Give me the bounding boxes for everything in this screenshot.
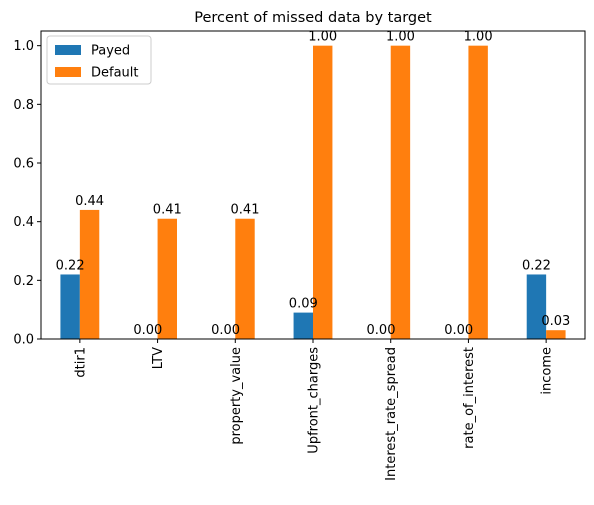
bar-value-label: 0.22 [56,258,85,273]
legend-swatch-payed [55,45,81,55]
bar-value-label: 0.41 [231,203,260,218]
bar-value-label: 1.00 [464,30,493,45]
x-tick-label: income [540,347,555,395]
y-tick-label: 0.0 [13,333,34,348]
bar-default-0 [79,209,100,339]
bar-value-label: 1.00 [386,30,415,45]
x-tick-label: LTV [151,347,166,369]
y-tick-label: 0.2 [13,274,34,289]
legend: Payed Default [46,35,152,85]
legend-swatch-default [55,67,81,77]
bar-value-label: 1.00 [308,30,337,45]
bar-value-label: 0.09 [289,297,318,312]
bar-value-label: 0.22 [522,258,551,273]
bar-payed-3 [293,312,313,339]
bar-value-label: 0.44 [75,194,104,209]
bar-payed-6 [526,274,547,339]
x-tick-label: Interest_rate_spread [384,347,399,481]
y-tick-label: 0.6 [13,157,34,172]
x-tick-label: Upfront_charges [307,347,322,454]
bar-default-1 [157,218,177,339]
bar-value-label: 0.03 [541,314,570,329]
legend-label-payed: Payed [91,44,130,59]
bars-layer [60,45,566,340]
x-tick-label: property_value [229,347,244,445]
bar-value-label: 0.41 [153,203,182,218]
bar-value-label: 0.00 [367,323,396,338]
y-tick-label: 0.4 [13,215,34,230]
bar-value-label: 0.00 [444,323,473,338]
y-tick-label: 0.8 [13,98,34,113]
bar-default-5 [468,45,488,340]
y-tick-label: 1.0 [13,39,34,54]
legend-label-default: Default [91,66,139,81]
chart-title: Percent of missed data by target [194,10,432,26]
bar-value-label: 0.00 [211,323,240,338]
bar-default-4 [390,45,411,340]
x-tick-label: dtir1 [73,347,88,378]
y-axis: 0.0 0.2 0.4 0.6 0.8 1.0 [13,39,41,348]
x-axis: dtir1 LTV property_value Upfront_charges Int… [73,339,555,481]
x-tick-label: rate_of_interest [462,347,477,449]
bar-default-2 [235,218,255,339]
bar-labels-layer: 0.22 0.00 0.00 0.09 0.00 0.00 0.22 0.44 0.41 0.41… [56,30,571,338]
bar-default-6 [546,330,566,339]
bar-default-3 [313,45,333,340]
plot-frame [40,30,586,340]
bar-payed-0 [60,274,80,339]
bar-value-label: 0.00 [133,323,162,338]
